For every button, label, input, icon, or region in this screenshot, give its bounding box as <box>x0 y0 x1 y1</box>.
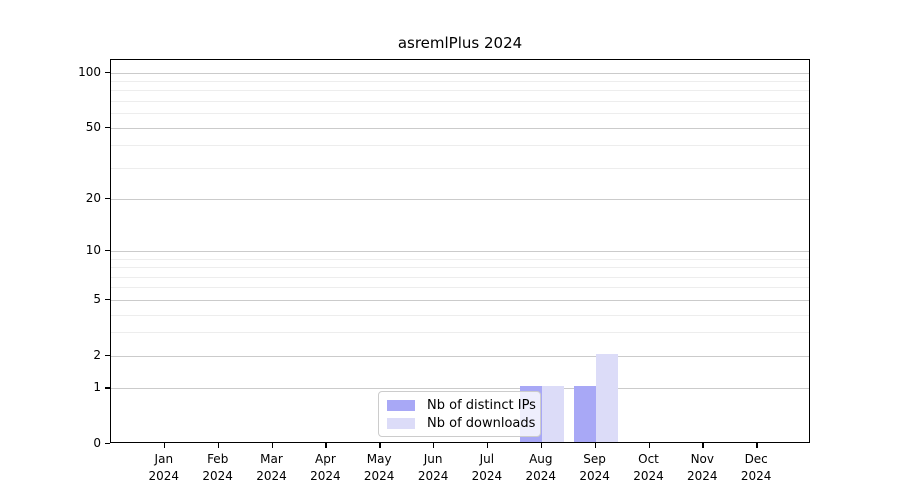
gridline-3 <box>111 332 809 334</box>
y-tick-label-50: 50 <box>85 119 101 134</box>
gridline-4 <box>111 314 809 316</box>
y-tick-2 <box>105 354 110 356</box>
legend-swatch-downloads <box>387 417 415 429</box>
y-tick-label-100: 100 <box>78 64 101 79</box>
y-tick-label-2: 2 <box>93 347 101 362</box>
x-tick-label-oct: Oct 2024 <box>633 452 664 483</box>
x-tick-label-may: May 2024 <box>363 452 395 483</box>
x-tick-jul <box>486 443 489 448</box>
y-tick-5 <box>105 298 110 301</box>
gridline-40 <box>111 145 809 147</box>
chart-title: asremlPlus 2024 <box>397 34 523 52</box>
gridline-50 <box>111 127 809 129</box>
bar-nb-of-downloads-aug <box>541 386 564 442</box>
x-tick-sep <box>594 443 596 448</box>
x-tick-jan <box>163 443 166 448</box>
legend-item-distinct-ips: Nb of distinct IPs <box>387 398 536 413</box>
x-tick-aug <box>540 443 543 448</box>
y-tick-label-20: 20 <box>85 191 101 205</box>
x-tick-label-aug: Aug 2024 <box>525 452 557 483</box>
gridline-20 <box>111 199 809 200</box>
x-tick-label-dec: Dec 2024 <box>740 452 772 483</box>
x-tick-jun <box>433 443 435 448</box>
x-tick-label-mar: Mar 2024 <box>256 452 287 483</box>
x-tick-mar <box>271 443 273 448</box>
gridline-60 <box>111 113 809 115</box>
y-tick-label-1: 1 <box>93 380 101 395</box>
y-tick-1 <box>105 387 110 389</box>
x-tick-label-jul: Jul 2024 <box>471 452 503 483</box>
legend-item-downloads: Nb of downloads <box>387 415 536 431</box>
y-tick-label-5: 5 <box>93 291 101 306</box>
bar-nb-of-distinct-ips-sep <box>573 386 596 442</box>
gridline-8 <box>111 267 809 269</box>
legend-label-downloads: Nb of downloads <box>427 415 536 431</box>
gridline-80 <box>111 90 809 92</box>
y-tick-0 <box>105 443 110 445</box>
x-tick-apr <box>325 443 327 448</box>
gridline-70 <box>111 101 809 102</box>
x-tick-dec <box>756 443 758 448</box>
gridline-6 <box>111 287 809 289</box>
y-tick-100 <box>105 71 110 73</box>
x-tick-label-feb: Feb 2024 <box>202 452 233 483</box>
y-tick-50 <box>105 126 110 128</box>
legend-swatch-distinct-ips <box>387 399 415 411</box>
x-tick-label-apr: Apr 2024 <box>310 452 341 483</box>
plot-area <box>110 59 810 443</box>
gridline-5 <box>111 299 809 301</box>
x-tick-oct <box>648 443 650 448</box>
gridline-7 <box>111 276 809 278</box>
x-tick-nov <box>702 443 704 448</box>
x-tick-feb <box>217 443 220 448</box>
legend-label-distinct-ips: Nb of distinct IPs <box>427 397 536 413</box>
x-tick-label-nov: Nov 2024 <box>687 452 718 483</box>
gridline-100 <box>111 72 809 74</box>
x-tick-label-jun: Jun 2024 <box>417 452 449 483</box>
gridline-30 <box>111 167 809 169</box>
x-tick-label-sep: Sep 2024 <box>579 452 610 483</box>
y-tick-20 <box>105 198 110 200</box>
y-tick-label-10: 10 <box>85 243 101 257</box>
x-tick-label-jan: Jan 2024 <box>148 452 180 483</box>
bar-nb-of-downloads-sep <box>595 353 618 442</box>
gridline-10 <box>111 251 809 252</box>
gridline-1 <box>111 388 809 390</box>
gridline-2 <box>111 355 809 357</box>
y-tick-10 <box>105 250 110 252</box>
legend: Nb of distinct IPs Nb of downloads <box>378 391 541 437</box>
gridline-9 <box>111 258 809 260</box>
x-tick-may <box>379 443 381 448</box>
gridline-90 <box>111 81 809 82</box>
y-tick-label-0: 0 <box>93 436 101 450</box>
